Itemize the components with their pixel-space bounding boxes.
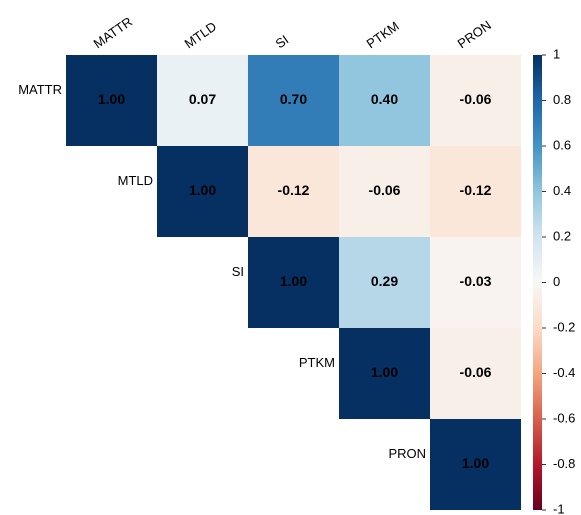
colorbar-tick-label: -1 <box>553 501 565 515</box>
colorbar-tick-label: -0.4 <box>553 365 575 380</box>
cell-label: 0.70 <box>280 91 307 107</box>
column-label: SI <box>273 32 292 51</box>
colorbar-tick-label: 0 <box>553 274 560 289</box>
row-label: MTLD <box>118 173 153 188</box>
colorbar-tick-label: -0.6 <box>553 410 575 425</box>
colorbar <box>533 55 542 510</box>
heatmap-cell <box>339 237 430 328</box>
column-label: MTLD <box>182 19 220 52</box>
colorbar-tick-label: -0.2 <box>553 319 575 334</box>
heatmap-cell <box>248 146 339 237</box>
colorbar-tick-label: 0.8 <box>553 92 571 107</box>
cell-label: 0.40 <box>371 91 398 107</box>
heatmap-cell <box>430 328 521 419</box>
cell-label: -0.06 <box>460 91 492 107</box>
colorbar-tick-label: 0.2 <box>553 228 571 243</box>
row-label: PRON <box>388 446 426 461</box>
heatmap-cell <box>339 146 430 237</box>
cell-label: -0.06 <box>460 364 492 380</box>
heatmap-cell <box>430 55 521 146</box>
cell-label: 1.00 <box>371 364 398 380</box>
heatmap-cell <box>430 146 521 237</box>
column-label: PRON <box>455 17 494 51</box>
column-label: MATTR <box>91 14 135 51</box>
cell-label: 1.00 <box>280 273 307 289</box>
cell-label: 1.00 <box>98 91 125 107</box>
column-label: PTKM <box>364 18 402 51</box>
row-label: MATTR <box>18 82 62 97</box>
colorbar-tick-label: -0.8 <box>553 456 575 471</box>
cell-label: 1.00 <box>462 455 489 471</box>
heatmap-cell <box>430 419 521 510</box>
cell-label: -0.12 <box>278 182 310 198</box>
colorbar-tick-label: 0.6 <box>553 137 571 152</box>
heatmap-cell <box>66 55 157 146</box>
cell-label: -0.06 <box>369 182 401 198</box>
cell-label: -0.03 <box>460 273 492 289</box>
cell-label: 1.00 <box>189 182 216 198</box>
row-label: PTKM <box>299 355 335 370</box>
heatmap-cell <box>248 55 339 146</box>
cell-label: 0.07 <box>189 91 216 107</box>
heatmap-cell <box>430 237 521 328</box>
heatmap-cell <box>157 146 248 237</box>
row-label: SI <box>232 264 244 279</box>
cell-label: -0.12 <box>460 182 492 198</box>
heatmap-cell <box>248 237 339 328</box>
heatmap-cell <box>339 55 430 146</box>
cell-label: 0.29 <box>371 273 398 289</box>
colorbar-tick-label: 0.4 <box>553 183 571 198</box>
heatmap-cell <box>339 328 430 419</box>
heatmap-cell <box>157 55 248 146</box>
colorbar-tick-label: 1 <box>553 46 560 61</box>
